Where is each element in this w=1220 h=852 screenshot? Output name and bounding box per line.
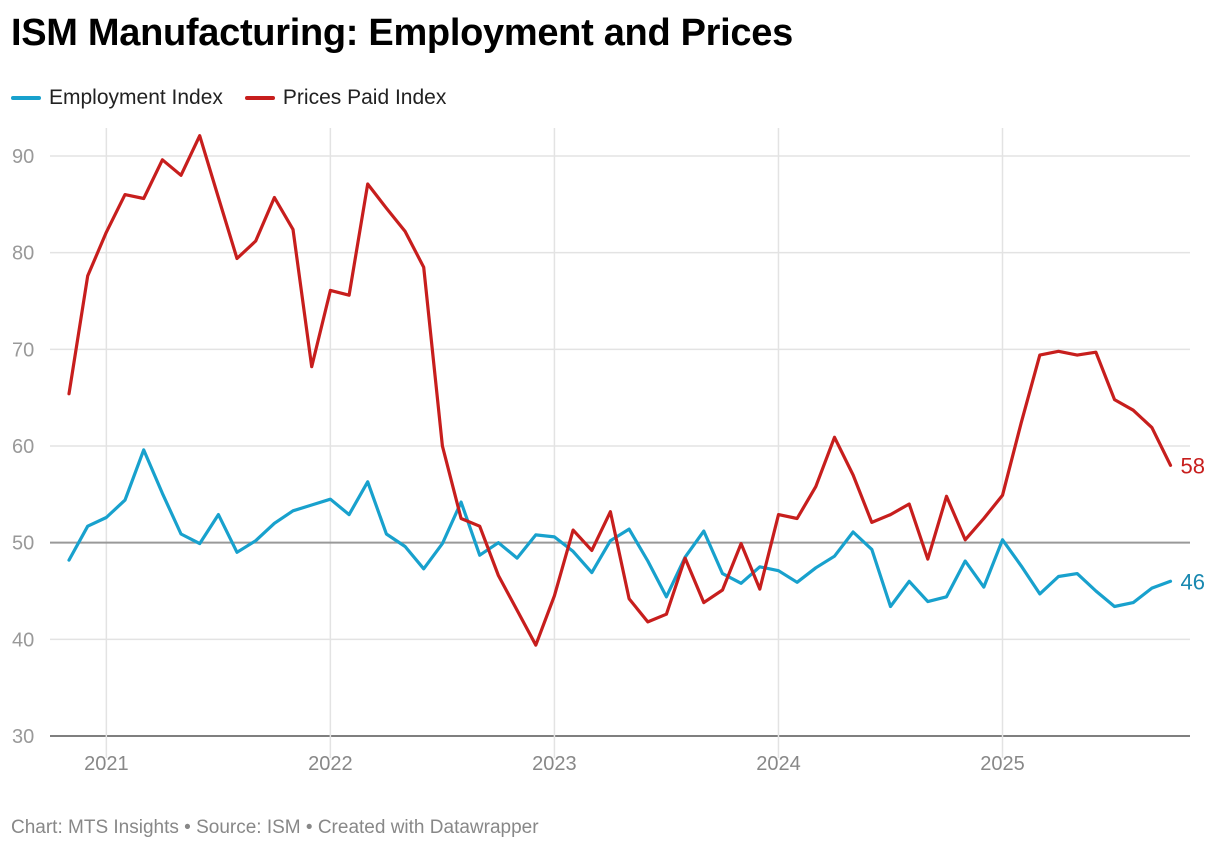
y-tick-label: 40	[12, 629, 34, 651]
series-line-prices	[67, 134, 1173, 647]
y-tick-label: 90	[12, 146, 34, 168]
end-label-employment: 46	[1181, 569, 1205, 594]
y-tick-label: 70	[12, 339, 34, 361]
legend-item-employment: Employment Index	[11, 86, 223, 110]
x-tick-label: 2025	[980, 753, 1025, 775]
legend-swatch-employment	[11, 96, 41, 100]
legend-swatch-prices	[244, 96, 275, 100]
chart-footer: Chart: MTS Insights • Source: ISM • Crea…	[11, 817, 539, 838]
x-tick-label: 2021	[84, 753, 129, 775]
x-tick-label: 2023	[532, 753, 577, 775]
legend-item-prices: Prices Paid Index	[244, 86, 447, 110]
legend-label-prices: Prices Paid Index	[282, 86, 447, 109]
legend: Employment Index Prices Paid Index	[11, 86, 446, 110]
legend-label-employment: Employment Index	[49, 86, 223, 109]
y-tick-label: 60	[12, 436, 34, 458]
y-tick-label: 80	[12, 243, 34, 265]
y-tick-label: 30	[12, 726, 34, 748]
chart-title: ISM Manufacturing: Employment and Prices	[11, 12, 793, 54]
x-tick-label: 2024	[756, 753, 801, 775]
y-tick-label: 50	[12, 533, 34, 555]
series-line-employment	[67, 448, 1173, 609]
x-tick-label: 2022	[308, 753, 353, 775]
end-label-prices: 58	[1181, 453, 1205, 478]
